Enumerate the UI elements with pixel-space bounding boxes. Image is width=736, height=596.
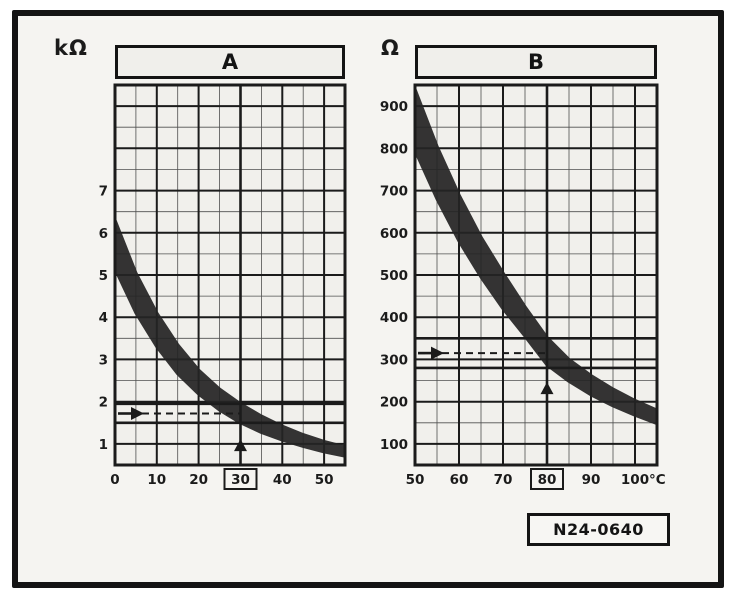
y-tick-label: 6: [99, 226, 108, 242]
y-tick-label: 7: [99, 184, 108, 200]
chart-b: 100 200 300 400 500 600 700 800 900 50 60 70 80 90 100…: [380, 83, 666, 490]
chart-a: 1 2 3 4 5 6 7 0 10 20 30 40 50: [99, 83, 347, 490]
y-tick-label: 2: [99, 395, 108, 411]
x-tick-label: 20: [189, 472, 208, 488]
y-tick-label: 600: [380, 226, 408, 242]
x-tick-label: 40: [273, 472, 292, 488]
panel-b-title: B: [527, 50, 544, 74]
panel-a-title: A: [221, 50, 239, 74]
y-tick-label: 800: [380, 141, 408, 157]
y-tick-label: 1: [99, 437, 108, 453]
y-tick-label: 100: [380, 437, 408, 453]
boxed-x-tick: [530, 468, 564, 490]
x-tick-labels: 50 60 70 80 90 100 °C: [406, 468, 666, 490]
y-tick-labels: 100 200 300 400 500 600 700 800 900: [380, 99, 408, 453]
y-tick-label: 3: [99, 352, 108, 368]
y-tick-label: 5: [99, 268, 108, 284]
x-tick-label: 100: [621, 472, 649, 488]
y-tick-label: 900: [380, 99, 408, 115]
figure-number: N24-0640: [553, 520, 644, 539]
x-tick-label: 70: [494, 472, 513, 488]
panel-a-unit-label: kΩ: [54, 36, 88, 60]
y-tick-label: 300: [380, 352, 408, 368]
x-tick-label: 10: [147, 472, 166, 488]
x-tick-label: 50: [315, 472, 334, 488]
x-tick-label: 30: [231, 472, 250, 488]
panel-b-unit-label: Ω: [381, 36, 400, 60]
reference-arrow-right-icon: [431, 346, 444, 360]
x-tick-label: 90: [582, 472, 601, 488]
boxed-x-tick: [223, 468, 258, 490]
x-tick-label: 50: [406, 472, 425, 488]
x-unit-label: °C: [649, 472, 666, 488]
panel-b-header: B: [415, 45, 657, 79]
y-tick-label: 700: [380, 184, 408, 200]
reading-markers: [115, 85, 345, 465]
reference-arrow-up-icon: [234, 439, 247, 452]
reading-markers: [415, 85, 657, 465]
figure-number-box: N24-0640: [527, 513, 670, 546]
plot-border: [113, 83, 347, 467]
x-tick-label: 0: [110, 472, 119, 488]
x-tick-labels: 0 10 20 30 40 50: [110, 468, 334, 490]
x-tick-label: 60: [450, 472, 469, 488]
x-tick-label: 80: [538, 472, 557, 488]
reference-arrow-right-icon: [131, 407, 144, 420]
plot-border: [413, 83, 659, 467]
y-tick-label: 500: [380, 268, 408, 284]
panel-a-header: A: [115, 45, 345, 79]
reference-arrow-up-icon: [540, 382, 554, 395]
y-tick-label: 400: [380, 310, 408, 326]
y-tick-label: 200: [380, 395, 408, 411]
y-tick-labels: 1 2 3 4 5 6 7: [99, 184, 108, 453]
y-tick-label: 4: [99, 310, 108, 326]
